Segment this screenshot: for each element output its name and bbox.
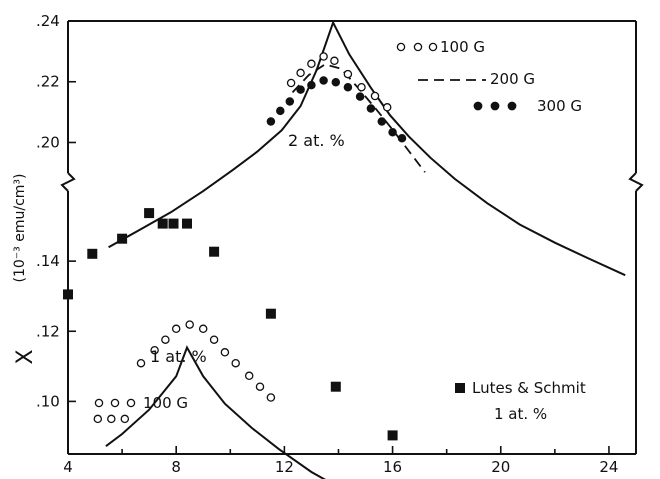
data-markers: [63, 52, 407, 441]
series-100G-point-upper: [330, 56, 339, 66]
series-300G-point: [377, 117, 387, 126]
series-300G-point: [266, 117, 276, 126]
series-100G-point-lower: [150, 345, 159, 355]
series-100G-point-upper: [370, 91, 380, 101]
legend-label-300G: 300 G: [537, 97, 582, 115]
legend-label-200G: 200 G: [490, 70, 535, 88]
lutes-schmit-point: [157, 218, 168, 229]
series-100G-point-lower: [198, 324, 208, 334]
legend-open-circle: [413, 42, 423, 52]
legend: 100 G 200 G 300 G: [396, 38, 582, 115]
lutes-schmit-point: [182, 218, 192, 229]
lutes-schmit-point: [168, 218, 179, 229]
x-tick-label-8: 8: [171, 458, 181, 476]
y-tick-label-upper: .24: [36, 12, 60, 30]
lower-100G-label: 100 G: [94, 394, 188, 412]
lutes-schmit-point: [144, 208, 155, 219]
series-100G-point-upper: [296, 68, 305, 78]
open-circle-marker-icon: [396, 42, 438, 52]
series-100G-point-upper: [286, 78, 296, 88]
x-tick-label-4: 4: [63, 458, 73, 476]
x-tick-label-12: 12: [275, 458, 294, 476]
legend-item-200G: 200 G: [418, 70, 535, 88]
legend-item-100G: 100 G: [396, 38, 485, 56]
series-100G-point-lower: [220, 348, 230, 357]
series-100G-point-lower: [120, 414, 130, 424]
filled-circle-marker-icon: [473, 101, 517, 111]
series-300G-point: [276, 106, 285, 116]
series-300G-point: [296, 85, 305, 94]
lutes-legend-line1: Lutes & Schmit: [472, 379, 586, 397]
series-100G-point-upper: [307, 59, 316, 69]
y-tick-label-lower: .12: [36, 322, 60, 340]
lutes-schmit-point: [87, 248, 98, 259]
series-300G-point: [331, 78, 341, 87]
series-300G-point: [319, 76, 328, 85]
y-tick-label-upper: .20: [36, 133, 60, 151]
series-300G-point: [397, 133, 407, 143]
series-100G-point-lower: [255, 382, 265, 391]
x-axis-ticks: 4 8 12 16 20 24: [63, 446, 618, 476]
series-100G-point-lower: [171, 324, 181, 334]
lutes-schmit-point: [63, 289, 73, 300]
series-300G-point: [388, 127, 397, 137]
series-100G-point-upper: [382, 103, 392, 112]
fit-curve-1: [105, 345, 326, 479]
lower-100G-marker: [94, 398, 136, 408]
series-100G-point-lower: [244, 371, 254, 381]
legend-filled-circle: [473, 101, 483, 111]
y-tick-label-upper: .22: [36, 73, 60, 91]
lutes-schmit-legend: Lutes & Schmit 1 at. %: [455, 379, 586, 423]
lower-open-circle: [94, 398, 104, 408]
lutes-schmit-point: [209, 246, 220, 257]
axes-frame: [60, 20, 644, 455]
lower-100G-text: 100 G: [143, 394, 188, 412]
lutes-schmit-point: [265, 308, 276, 319]
fit-curve-0: [108, 19, 626, 277]
right-axis-break: [628, 172, 644, 192]
y-axis-unit: (10⁻³ emu/cm³): [12, 174, 28, 283]
legend-filled-circle: [490, 101, 500, 111]
series-100G-point-upper: [357, 82, 366, 92]
legend-open-circle: [428, 42, 438, 52]
series-300G-point: [307, 80, 316, 90]
annotation-1-at-percent: 1 at. %: [150, 347, 207, 366]
annotation-2-at-percent: 2 at. %: [288, 131, 345, 150]
lutes-schmit-point: [330, 381, 341, 392]
series-100G-point-upper: [319, 52, 328, 61]
series-100G-point-upper: [343, 69, 353, 79]
y-axis-symbol: X: [13, 349, 38, 364]
x-tick-label-24: 24: [599, 458, 618, 476]
series-300G-point: [366, 104, 376, 113]
left-axis-break: [60, 172, 76, 192]
series-300G-point: [285, 97, 295, 106]
lutes-schmit-point: [117, 233, 128, 244]
y-tick-label-lower: .14: [36, 252, 60, 270]
legend-item-300G: 300 G: [473, 97, 582, 115]
series-100G-point-lower: [161, 335, 170, 344]
series-100G-point-lower: [185, 320, 194, 329]
series-300G-point: [355, 92, 365, 101]
series-100G-point-lower: [93, 414, 103, 424]
series-300G-point: [343, 82, 353, 92]
filled-square-marker-icon: [455, 383, 465, 393]
y-tick-label-lower: .10: [36, 392, 60, 410]
series-100G-point-lower: [209, 335, 219, 344]
series-100G-point-lower: [231, 358, 240, 368]
legend-label-100G: 100 G: [440, 38, 485, 56]
lower-open-circle: [126, 398, 136, 408]
y-axis-label: X (10⁻³ emu/cm³): [12, 174, 38, 365]
x-tick-label-16: 16: [383, 458, 402, 476]
y-axis-ticks: .24 .22 .20 .14 .12 .10: [36, 12, 76, 410]
lutes-schmit-point: [387, 430, 398, 441]
legend-filled-circle: [507, 101, 517, 111]
lower-open-circle: [110, 398, 120, 408]
series-100G-point-lower: [107, 414, 116, 424]
legend-open-circle: [396, 42, 406, 52]
lutes-legend-line2: 1 at. %: [494, 405, 547, 423]
series-100G-point-lower: [136, 358, 146, 368]
series-100G-point-lower: [266, 393, 276, 402]
x-tick-label-20: 20: [491, 458, 510, 476]
